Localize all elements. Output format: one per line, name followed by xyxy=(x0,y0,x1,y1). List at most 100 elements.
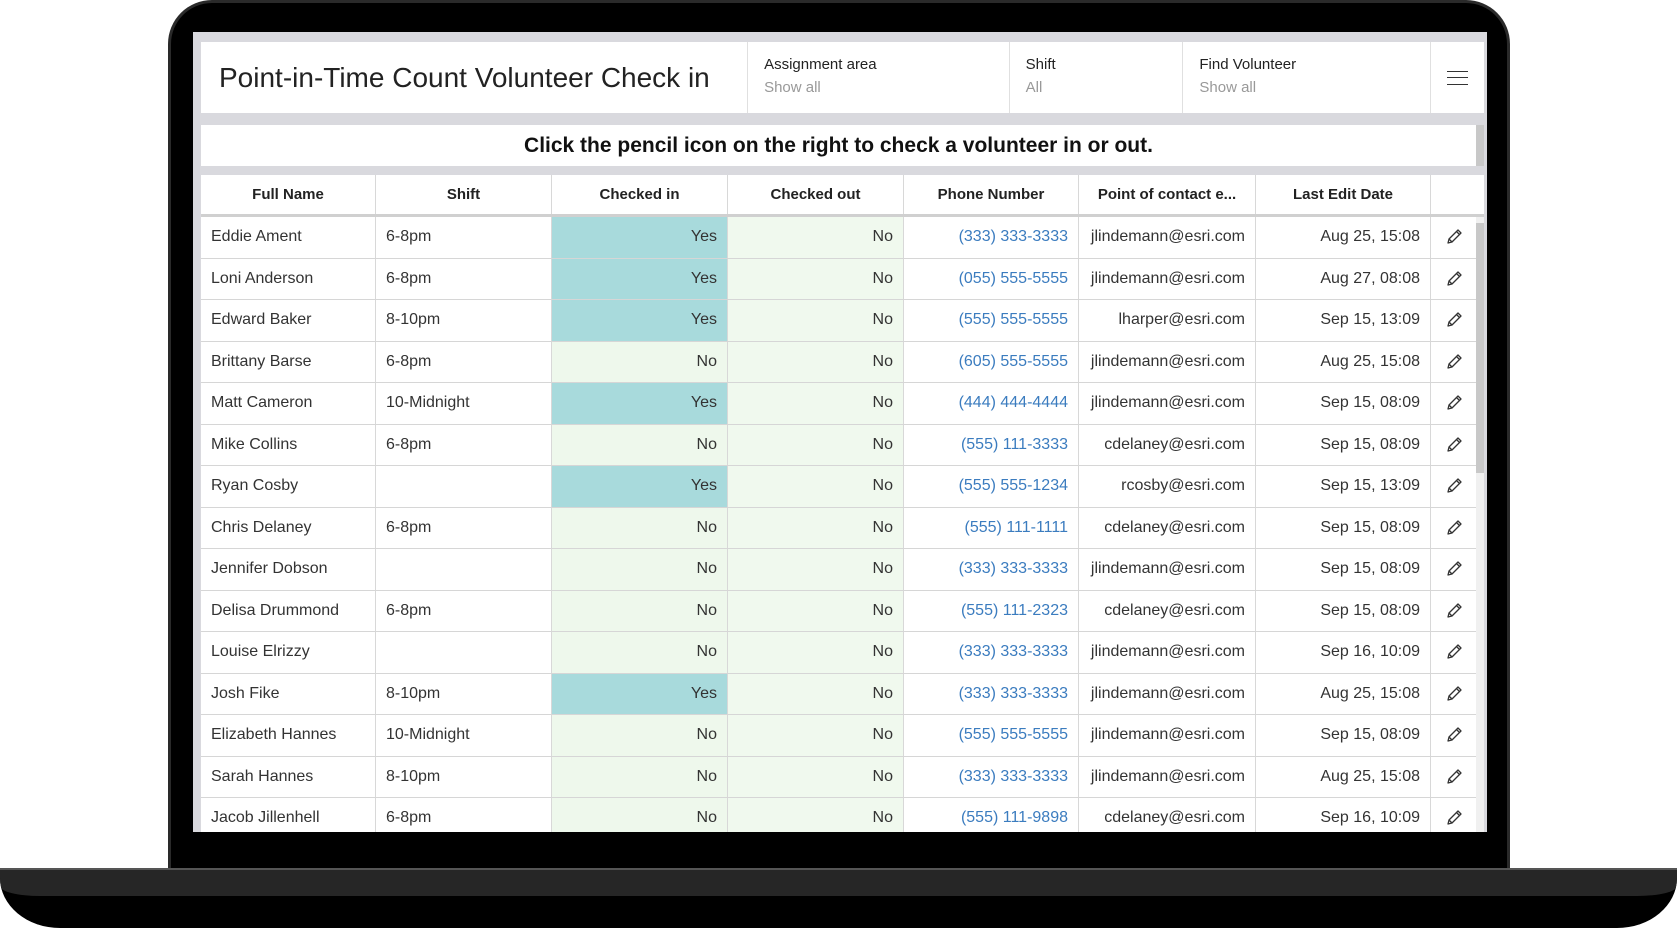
pencil-icon[interactable] xyxy=(1431,259,1476,300)
pencil-icon[interactable] xyxy=(1431,549,1476,590)
cell-contact-email: jlindemann@esri.com xyxy=(1079,549,1256,590)
hamburger-menu-icon xyxy=(1447,70,1468,85)
cell-phone-number[interactable]: (333) 333-3333 xyxy=(904,217,1079,258)
cell-checked-in: No xyxy=(552,715,728,756)
table-row[interactable]: Brittany Barse 6-8pm No No (605) 555-5555 jli… xyxy=(201,341,1476,383)
column-last-edit-date[interactable]: Last Edit Date xyxy=(1256,175,1431,214)
cell-shift: 6-8pm xyxy=(376,590,552,631)
pencil-icon[interactable] xyxy=(1431,798,1476,832)
column-shift[interactable]: Shift xyxy=(376,175,552,214)
cell-last-edit-date: Sep 15, 08:09 xyxy=(1256,507,1431,548)
table-row[interactable]: Elizabeth Hannes 10-Midnight No No (555) 555… xyxy=(201,715,1476,757)
table-scrollbar[interactable] xyxy=(1476,217,1484,832)
column-phone-number[interactable]: Phone Number xyxy=(904,175,1079,214)
filter-value: Show all xyxy=(764,79,821,96)
table-row[interactable]: Mike Collins 6-8pm No No (555) 111-3333 cdela… xyxy=(201,424,1476,466)
cell-phone-number[interactable]: (333) 333-3333 xyxy=(904,673,1079,714)
cell-phone-number[interactable]: (333) 333-3333 xyxy=(904,549,1079,590)
cell-last-edit-date: Aug 27, 08:08 xyxy=(1256,258,1431,299)
pencil-icon[interactable] xyxy=(1431,508,1476,549)
column-contact-email[interactable]: Point of contact e... xyxy=(1079,175,1256,214)
table-row[interactable]: Loni Anderson 6-8pm Yes No (055) 555-5555 jli… xyxy=(201,258,1476,300)
cell-phone-number[interactable]: (555) 111-9898 xyxy=(904,798,1079,832)
pencil-icon[interactable] xyxy=(1431,674,1476,715)
table-row[interactable]: Josh Fike 8-10pm Yes No (333) 333-3333 jlinde… xyxy=(201,673,1476,715)
pencil-icon[interactable] xyxy=(1431,466,1476,507)
cell-full-name: Eddie Ament xyxy=(201,217,376,258)
table-row[interactable]: Jacob Jillenhell 6-8pm No No (555) 111-9898 c… xyxy=(201,798,1476,832)
column-checked-out[interactable]: Checked out xyxy=(728,175,904,214)
pencil-icon[interactable] xyxy=(1431,757,1476,798)
cell-phone-number[interactable]: (555) 111-3333 xyxy=(904,424,1079,465)
cell-contact-email: jlindemann@esri.com xyxy=(1079,673,1256,714)
pencil-icon[interactable] xyxy=(1431,217,1476,258)
table-body: Eddie Ament 6-8pm Yes No (333) 333-3333 jlind… xyxy=(201,217,1484,832)
page-title: Point-in-Time Count Volunteer Check in xyxy=(201,42,749,113)
cell-checked-in: No xyxy=(552,590,728,631)
cell-contact-email: rcosby@esri.com xyxy=(1079,466,1256,507)
table-row[interactable]: Jennifer Dobson No No (333) 333-3333 jlindem… xyxy=(201,549,1476,591)
cell-checked-in: Yes xyxy=(552,383,728,424)
instruction-banner: Click the pencil icon on the right to ch… xyxy=(201,125,1476,166)
cell-phone-number[interactable]: (555) 555-5555 xyxy=(904,300,1079,341)
cell-checked-out: No xyxy=(728,632,904,673)
filter-shift[interactable]: Shift All xyxy=(1010,42,1184,113)
cell-checked-out: No xyxy=(728,673,904,714)
cell-phone-number[interactable]: (555) 555-1234 xyxy=(904,466,1079,507)
cell-last-edit-date: Aug 25, 15:08 xyxy=(1256,341,1431,382)
filter-assignment-area[interactable]: Assignment area Show all xyxy=(748,42,1010,113)
cell-phone-number[interactable]: (055) 555-5555 xyxy=(904,258,1079,299)
banner-scrollbar[interactable] xyxy=(1476,125,1484,166)
cell-checked-out: No xyxy=(728,217,904,258)
cell-last-edit-date: Sep 15, 13:09 xyxy=(1256,466,1431,507)
cell-last-edit-date: Sep 15, 08:09 xyxy=(1256,383,1431,424)
table-row[interactable]: Ryan Cosby Yes No (555) 555-1234 rcosby@esri… xyxy=(201,466,1476,508)
table-row[interactable]: Matt Cameron 10-Midnight Yes No (444) 444-44… xyxy=(201,383,1476,425)
cell-checked-in: No xyxy=(552,424,728,465)
cell-checked-out: No xyxy=(728,507,904,548)
cell-phone-number[interactable]: (555) 111-2323 xyxy=(904,590,1079,631)
table-row[interactable]: Louise Elrizzy No No (333) 333-3333 jlindema… xyxy=(201,632,1476,674)
cell-full-name: Brittany Barse xyxy=(201,341,376,382)
cell-last-edit-date: Sep 16, 10:09 xyxy=(1256,632,1431,673)
cell-contact-email: jlindemann@esri.com xyxy=(1079,341,1256,382)
pencil-icon[interactable] xyxy=(1431,632,1476,673)
cell-phone-number[interactable]: (333) 333-3333 xyxy=(904,756,1079,797)
table-row[interactable]: Sarah Hannes 8-10pm No No (333) 333-3333 jlin… xyxy=(201,756,1476,798)
pencil-icon[interactable] xyxy=(1431,425,1476,466)
cell-contact-email: jlindemann@esri.com xyxy=(1079,217,1256,258)
filter-find-volunteer[interactable]: Find Volunteer Show all xyxy=(1183,42,1431,113)
cell-checked-in: No xyxy=(552,756,728,797)
pencil-icon[interactable] xyxy=(1431,383,1476,424)
cell-checked-out: No xyxy=(728,258,904,299)
pencil-icon[interactable] xyxy=(1431,300,1476,341)
cell-phone-number[interactable]: (444) 444-4444 xyxy=(904,383,1079,424)
cell-full-name: Louise Elrizzy xyxy=(201,632,376,673)
cell-last-edit-date: Aug 25, 15:08 xyxy=(1256,673,1431,714)
pencil-icon[interactable] xyxy=(1431,342,1476,383)
cell-shift: 6-8pm xyxy=(376,424,552,465)
cell-phone-number[interactable]: (555) 555-5555 xyxy=(904,715,1079,756)
cell-phone-number[interactable]: (555) 111-1111 xyxy=(904,507,1079,548)
cell-phone-number[interactable]: (605) 555-5555 xyxy=(904,341,1079,382)
cell-checked-out: No xyxy=(728,590,904,631)
cell-checked-out: No xyxy=(728,424,904,465)
laptop-base xyxy=(0,868,1677,928)
column-checked-in[interactable]: Checked in xyxy=(552,175,728,214)
cell-full-name: Mike Collins xyxy=(201,424,376,465)
menu-button[interactable] xyxy=(1431,42,1484,113)
table-row[interactable]: Edward Baker 8-10pm Yes No (555) 555-5555 lha… xyxy=(201,300,1476,342)
column-full-name[interactable]: Full Name xyxy=(201,175,376,214)
cell-checked-in: Yes xyxy=(552,258,728,299)
pencil-icon[interactable] xyxy=(1431,591,1476,632)
pencil-icon[interactable] xyxy=(1431,715,1476,756)
scrollbar-thumb[interactable] xyxy=(1476,223,1484,473)
cell-checked-in: Yes xyxy=(552,466,728,507)
cell-shift: 6-8pm xyxy=(376,341,552,382)
cell-full-name: Josh Fike xyxy=(201,673,376,714)
table-row[interactable]: Eddie Ament 6-8pm Yes No (333) 333-3333 jlind… xyxy=(201,217,1476,259)
cell-phone-number[interactable]: (333) 333-3333 xyxy=(904,632,1079,673)
table-row[interactable]: Chris Delaney 6-8pm No No (555) 111-1111 cdel… xyxy=(201,507,1476,549)
table-row[interactable]: Delisa Drummond 6-8pm No No (555) 111-2323 cd… xyxy=(201,590,1476,632)
cell-checked-in: Yes xyxy=(552,217,728,258)
